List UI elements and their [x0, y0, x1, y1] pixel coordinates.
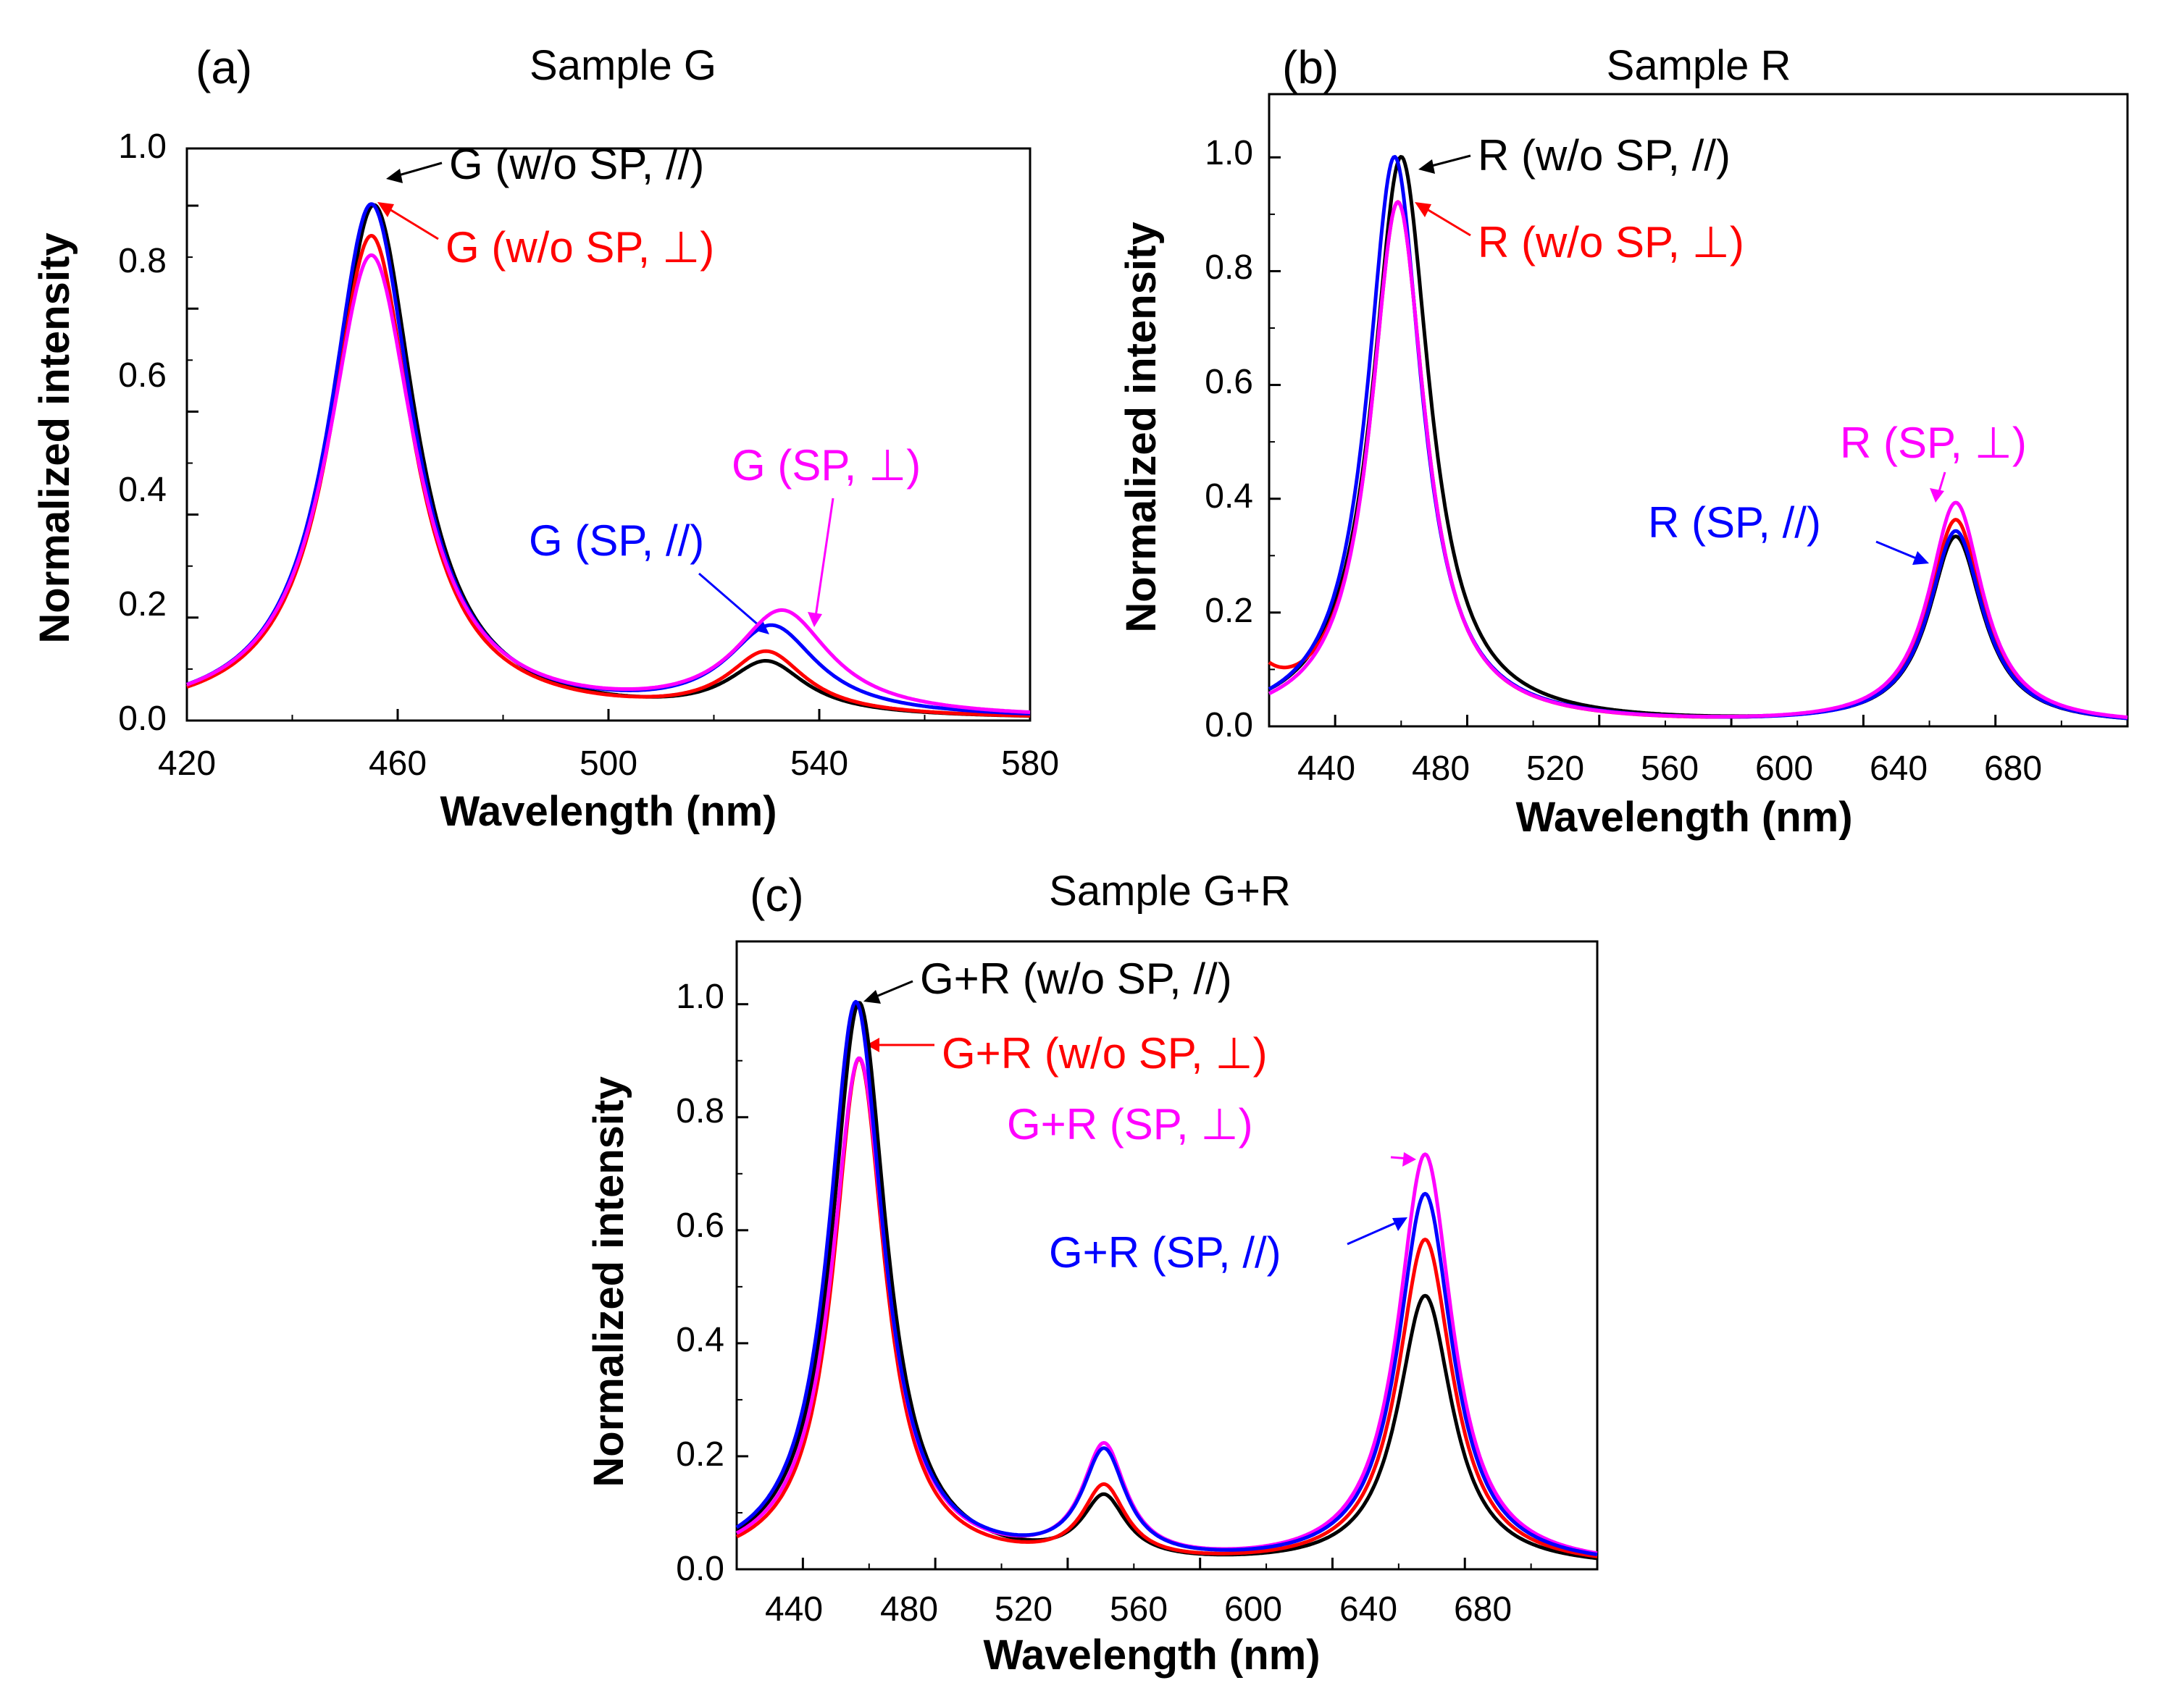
plot-area-b — [1268, 93, 2129, 728]
series-line — [735, 999, 1598, 1557]
panel-label-b: (b) — [1282, 41, 1339, 93]
annotation-arrowhead — [1402, 1152, 1416, 1167]
panel-label-c: (c) — [750, 869, 804, 921]
y-tick-labels-c: 0.0 0.2 0.4 0.6 0.8 1.0 — [676, 978, 724, 1588]
x-tick-label: 480 — [880, 1590, 938, 1629]
series-line — [186, 253, 1031, 714]
annotation-label: R (SP, ⊥) — [1840, 419, 2027, 467]
plot-area-c — [735, 940, 1599, 1571]
x-tick-labels-b: 440 480 520 560 600 640 680 — [1297, 750, 2042, 788]
axes-frame — [1268, 93, 2129, 728]
x-tick-label: 680 — [1454, 1590, 1512, 1629]
x-tick-label: 480 — [1412, 750, 1470, 788]
y-tick-label: 1.0 — [676, 978, 724, 1016]
panel-c: (c) Sample G+R 0.0 0.2 0.4 0.6 0.8 1.0 4… — [585, 868, 1512, 1679]
y-tick-labels-a: 0.0 0.2 0.4 0.6 0.8 1.0 — [118, 127, 167, 738]
panel-a: (a) Sample G 0.0 0.2 0.4 0.6 0.8 1.0 420… — [31, 41, 1059, 835]
panel-b: (b) Sample R 0.0 0.2 0.4 0.6 0.8 1.0 440… — [1118, 41, 2042, 841]
y-axis-label-b: Normalized intensity — [1118, 222, 1165, 632]
annotation-label: G+R (w/o SP, //) — [920, 954, 1232, 1003]
x-tick-label: 500 — [580, 744, 637, 783]
annotation-arrowhead — [866, 1038, 879, 1052]
y-tick-label: 0.8 — [118, 242, 167, 280]
x-tick-label: 580 — [1001, 744, 1059, 783]
y-tick-label: 0.4 — [118, 471, 167, 509]
annotation-arrowhead — [808, 612, 822, 627]
axes-frame — [735, 940, 1599, 1571]
x-tick-label: 460 — [369, 744, 427, 783]
annotation-label: G+R (SP, ⊥) — [1007, 1100, 1253, 1149]
annotation-arrowhead — [377, 202, 394, 217]
x-tick-label: 560 — [1110, 1590, 1168, 1629]
x-tick-label: 540 — [790, 744, 848, 783]
annotation-label: G+R (SP, //) — [1049, 1228, 1281, 1277]
annotation-arrow — [1347, 1219, 1402, 1246]
x-tick-label: 560 — [1641, 750, 1699, 788]
y-axis-label-a: Normalized intensity — [31, 232, 78, 643]
annotation-arrow — [698, 572, 765, 631]
x-tick-label: 440 — [1297, 750, 1355, 788]
y-tick-label: 0.8 — [676, 1092, 724, 1130]
annotation-arrowhead — [1930, 488, 1944, 503]
annotation-arrowhead — [1392, 1217, 1407, 1231]
annotation-arrow — [813, 498, 834, 622]
x-tick-labels-c: 440 480 520 560 600 640 680 — [765, 1590, 1512, 1629]
y-tick-label: 0.4 — [1205, 477, 1253, 516]
annotations-b: R (w/o SP, //) R (w/o SP, ⊥) R (SP, ⊥) R… — [1415, 131, 2027, 565]
y-tick-label: 0.6 — [1205, 363, 1253, 401]
chart-title-a: Sample G — [530, 42, 716, 89]
annotation-label: G (SP, //) — [529, 516, 704, 565]
x-tick-label: 520 — [1526, 750, 1584, 788]
chart-title-b: Sample R — [1607, 42, 1791, 89]
x-tick-labels-a: 420 460 500 540 580 — [158, 744, 1059, 783]
annotation-arrowhead — [863, 990, 881, 1004]
y-tick-label: 0.2 — [1205, 592, 1253, 630]
x-tick-label: 600 — [1755, 750, 1813, 788]
y-tick-labels-b: 0.0 0.2 0.4 0.6 0.8 1.0 — [1205, 134, 1253, 744]
y-tick-label: 0.6 — [676, 1206, 724, 1245]
x-axis-label-b: Wavelength (nm) — [1515, 794, 1852, 841]
series-line — [1268, 200, 2128, 720]
x-axis-label-a: Wavelength (nm) — [440, 788, 777, 835]
y-tick-label: 0.0 — [118, 700, 167, 738]
plot-area-a — [185, 147, 1032, 722]
annotation-arrowhead — [386, 169, 403, 183]
y-tick-label: 0.4 — [676, 1321, 724, 1359]
x-tick-label: 440 — [765, 1590, 823, 1629]
x-tick-label: 640 — [1870, 750, 1928, 788]
annotation-arrowhead — [1912, 551, 1929, 565]
annotation-label: R (w/o SP, ⊥) — [1478, 218, 1744, 266]
y-tick-label: 0.2 — [118, 585, 167, 624]
panel-label-a: (a) — [196, 41, 252, 93]
annotations-c: G+R (w/o SP, //) G+R (w/o SP, ⊥) G+R (SP… — [863, 954, 1416, 1277]
x-tick-label: 520 — [995, 1590, 1053, 1629]
annotation-arrowhead — [1418, 159, 1435, 174]
y-tick-label: 1.0 — [118, 127, 167, 166]
x-tick-label: 680 — [1984, 750, 2042, 788]
x-axis-label-c: Wavelength (nm) — [983, 1632, 1320, 1679]
chart-title-c: Sample G+R — [1049, 868, 1291, 915]
annotation-label: G (w/o SP, //) — [449, 140, 704, 188]
x-tick-label: 640 — [1339, 1590, 1397, 1629]
y-tick-label: 0.0 — [1205, 706, 1253, 744]
x-tick-label: 600 — [1224, 1590, 1282, 1629]
x-tick-label: 420 — [158, 744, 216, 783]
y-tick-label: 1.0 — [1205, 134, 1253, 172]
y-tick-label: 0.8 — [1205, 248, 1253, 287]
y-tick-label: 0.0 — [676, 1550, 724, 1588]
y-tick-label: 0.2 — [676, 1435, 724, 1474]
annotation-arrowhead — [1415, 202, 1431, 217]
annotation-label: R (w/o SP, //) — [1478, 131, 1731, 180]
annotation-label: G (SP, ⊥) — [732, 441, 921, 490]
y-axis-label-c: Normalized intensity — [585, 1076, 632, 1487]
annotation-label: G+R (w/o SP, ⊥) — [942, 1029, 1268, 1078]
annotation-label: R (SP, //) — [1648, 498, 1821, 547]
annotation-arrow — [382, 203, 439, 240]
annotation-label: G (w/o SP, ⊥) — [445, 223, 714, 272]
y-tick-label: 0.6 — [118, 356, 167, 395]
